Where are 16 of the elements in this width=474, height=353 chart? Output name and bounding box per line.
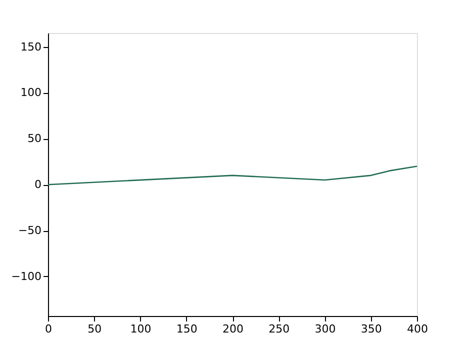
x-tick-label: 250: [268, 322, 290, 336]
y-tick-label: 100: [20, 86, 42, 100]
y-tick-label: −50: [18, 224, 42, 238]
y-tick-label: 50: [28, 132, 42, 146]
x-tick-label: 100: [130, 322, 152, 336]
y-tick-label: 0: [34, 178, 42, 192]
x-tick-label: 300: [314, 322, 336, 336]
x-tick-label: 50: [88, 322, 102, 336]
x-tick-label: 150: [176, 322, 198, 336]
x-tick-label: 0: [45, 322, 52, 336]
line-series: [47, 166, 418, 186]
y-tick-label: 150: [20, 40, 42, 54]
x-tick-label: 350: [360, 322, 382, 336]
x-tick-label: 400: [407, 322, 428, 336]
x-tick-label: 200: [222, 322, 244, 336]
y-tick-label: −100: [11, 270, 42, 283]
